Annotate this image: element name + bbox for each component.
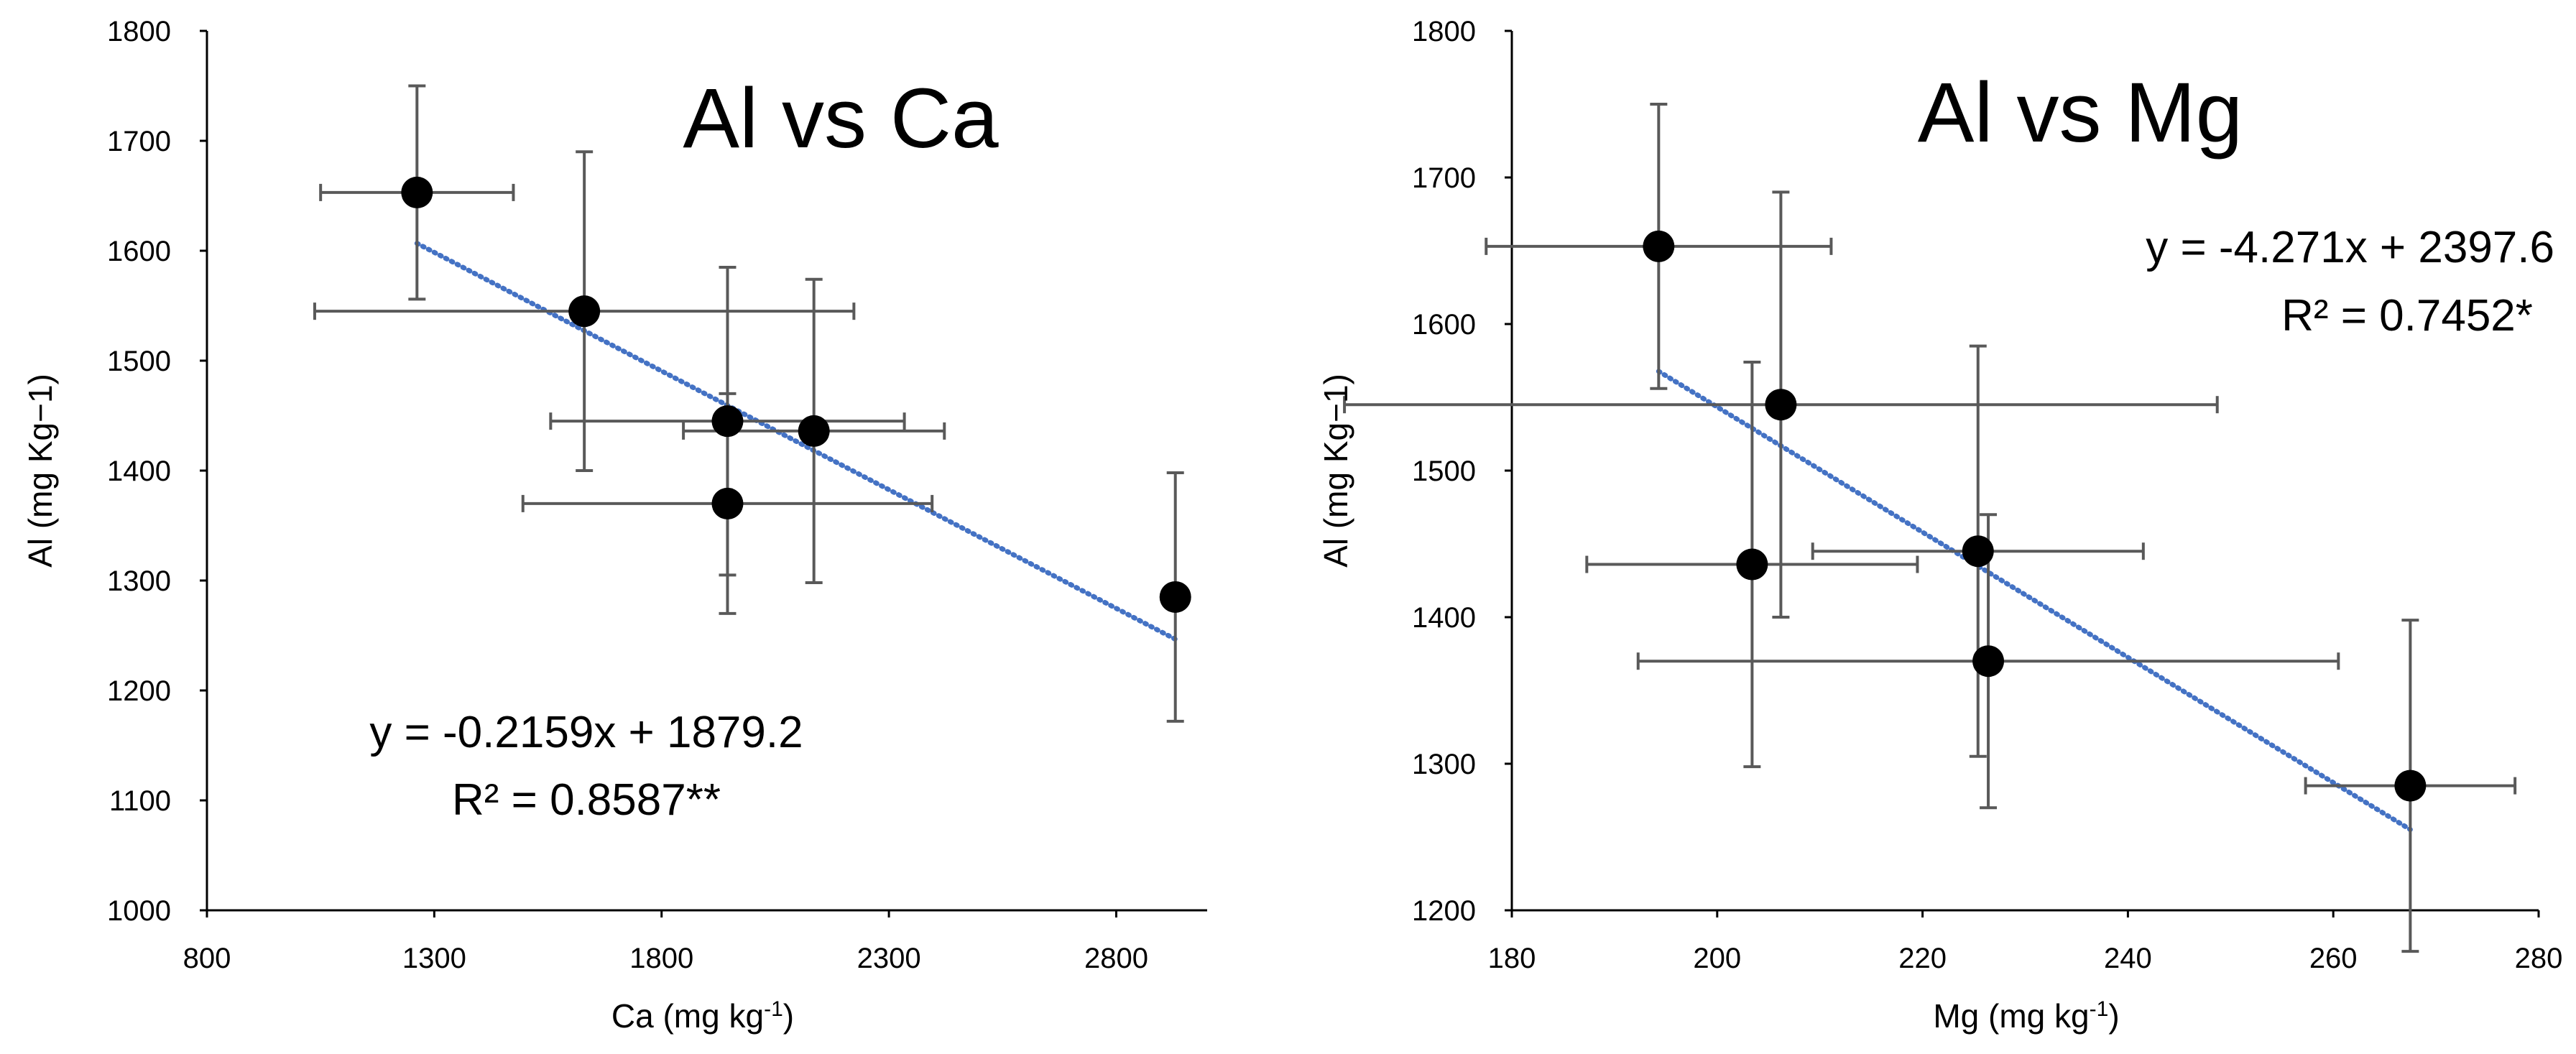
x-tick-labels: 800 1300 1800 2300 2800 — [183, 910, 1148, 974]
x-tick-label: 200 — [1693, 943, 1741, 974]
x-tick-labels: 180 200 220 240 260 280 — [1488, 910, 2563, 974]
y-axis-label: Al (mg Kg−1) — [1317, 374, 1354, 568]
x-axis-label: Mg (mg kg-1) — [1933, 997, 2119, 1035]
y-tick-label: 1400 — [1412, 602, 1476, 634]
y-tick-label: 1600 — [1412, 309, 1476, 341]
x-tick-label: 280 — [2515, 943, 2563, 974]
y-tick-label: 1300 — [107, 565, 171, 597]
chart-al-vs-ca: 1000 1100 1200 1300 1400 1500 1600 1700 1800 800… — [22, 16, 1207, 1035]
y-tick-label: 1000 — [107, 895, 171, 927]
r-squared-label: R² = 0.7452* — [2281, 291, 2533, 341]
data-points-layer — [1643, 230, 2427, 802]
data-points-layer — [401, 176, 1191, 613]
y-tick-label: 1700 — [1412, 162, 1476, 194]
x-tick-label: 1300 — [402, 943, 466, 974]
x-tick-label: 2300 — [857, 943, 921, 974]
r-squared-label: R² = 0.8587** — [452, 775, 721, 825]
error-bars-layer — [1343, 103, 2517, 953]
chart-title: Al vs Mg — [1918, 65, 2243, 160]
trendline-layer — [1656, 369, 2413, 833]
data-point — [711, 405, 744, 438]
data-point — [1643, 230, 1675, 262]
data-point — [1765, 389, 1797, 421]
data-point — [1962, 535, 1994, 568]
y-tick-labels: 1200 1300 1400 1500 1600 1700 1800 — [1412, 16, 1512, 927]
trendline-equation: y = -0.2159x + 1879.2 — [369, 708, 803, 757]
y-tick-labels: 1000 1100 1200 1300 1400 1500 1600 1700 1800 — [107, 16, 207, 927]
x-tick-label: 800 — [183, 943, 231, 974]
data-point — [1736, 548, 1768, 581]
y-tick-label: 1500 — [1412, 456, 1476, 487]
data-point — [1972, 645, 2005, 678]
x-tick-label: 220 — [1898, 943, 1947, 974]
data-point — [711, 487, 744, 519]
x-tick-label: 2800 — [1084, 943, 1148, 974]
trendline — [1656, 369, 2413, 833]
y-tick-label: 1100 — [109, 785, 171, 817]
trendline-equation: y = -4.271x + 2397.6 — [2146, 223, 2554, 272]
y-tick-label: 1800 — [1412, 16, 1476, 47]
data-point — [568, 295, 601, 328]
trendline — [414, 241, 1178, 642]
x-tick-label: 260 — [2309, 943, 2358, 974]
y-tick-label: 1500 — [107, 346, 171, 377]
y-tick-label: 1700 — [107, 126, 171, 157]
y-tick-label: 1600 — [107, 236, 171, 267]
chart-al-vs-mg: 1200 1300 1400 1500 1600 1700 1800 180 200 220 24… — [1317, 16, 2562, 1035]
x-tick-label: 1800 — [629, 943, 693, 974]
y-tick-label: 1200 — [1412, 895, 1476, 927]
y-axis-label: Al (mg Kg−1) — [22, 374, 59, 568]
error-bars-layer — [313, 84, 1184, 723]
data-point — [401, 176, 433, 208]
x-tick-label: 180 — [1488, 943, 1536, 974]
y-tick-label: 1300 — [1412, 749, 1476, 780]
x-axis-label: Ca (mg kg-1) — [611, 997, 794, 1035]
data-point — [2394, 769, 2427, 802]
y-tick-label: 1400 — [107, 456, 171, 487]
data-point — [798, 415, 830, 447]
chart-title: Al vs Ca — [683, 71, 999, 166]
trendline-layer — [414, 241, 1178, 642]
x-tick-label: 240 — [2104, 943, 2152, 974]
y-tick-label: 1200 — [107, 675, 171, 707]
y-tick-label: 1800 — [107, 16, 171, 47]
data-point — [1159, 581, 1191, 613]
